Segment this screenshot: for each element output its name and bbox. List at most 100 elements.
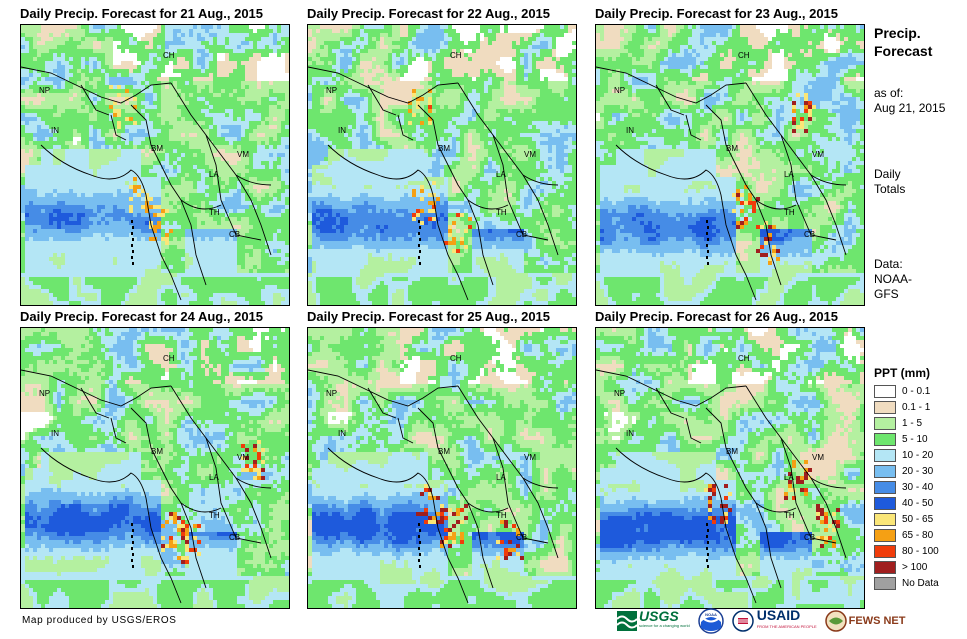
label-ch: CH (163, 354, 175, 363)
precip-map: CH NP IN BM LA VM TH CB (595, 327, 865, 609)
legend-swatch (874, 480, 896, 494)
panel-title: Daily Precip. Forecast for 23 Aug., 2015 (595, 6, 885, 21)
map-credit: Map produced by USGS/EROS (22, 615, 177, 626)
label-bm: BM (151, 144, 163, 153)
usgs-wave-icon (617, 611, 637, 631)
usgs-logo-text: USGS (639, 609, 690, 623)
fews-net-logo: FEWS NET (824, 610, 905, 632)
noaa-logo: NOAA (697, 608, 724, 634)
label-in: IN (51, 126, 59, 135)
label-bm: BM (726, 447, 738, 456)
as-of-label: as of: (874, 86, 945, 101)
precip-legend: PPT (mm) 0 - 0.1 0.1 - 1 1 - 5 5 - 10 10 - 2… (874, 366, 939, 591)
label-la: LA (209, 170, 219, 179)
label-in: IN (626, 126, 634, 135)
label-ch: CH (450, 51, 462, 60)
fews-globe-icon (824, 610, 847, 632)
totals-line2: Totals (874, 182, 905, 197)
noaa-logo-text: NOAA (705, 612, 717, 617)
label-la: LA (496, 170, 506, 179)
label-la: LA (784, 170, 794, 179)
label-vm: VM (812, 453, 824, 462)
legend-row: 1 - 5 (874, 415, 939, 431)
label-cb: CB (804, 533, 815, 542)
legend-row: 50 - 65 (874, 511, 939, 527)
legend-label: No Data (902, 578, 939, 589)
label-th: TH (209, 208, 220, 217)
label-np: NP (614, 389, 625, 398)
usaid-logo: USAID FROM THE AMERICAN PEOPLE (731, 608, 817, 633)
legend-row: 0.1 - 1 (874, 399, 939, 415)
label-la: LA (209, 473, 219, 482)
legend-label: 10 - 20 (902, 450, 933, 461)
legend-row: 10 - 20 (874, 447, 939, 463)
legend-title: PPT (mm) (874, 366, 939, 380)
label-vm: VM (524, 453, 536, 462)
label-ch: CH (738, 51, 750, 60)
precip-map-svg: CH NP IN BM LA VM TH CB (21, 25, 289, 305)
usgs-logo: USGS science for a changing world (617, 609, 690, 631)
as-of-date: Aug 21, 2015 (874, 101, 945, 116)
label-vm: VM (237, 453, 249, 462)
usgs-logo-tagline: science for a changing world (639, 621, 690, 631)
legend-label: 65 - 80 (902, 530, 933, 541)
label-ch: CH (163, 51, 175, 60)
label-bm: BM (151, 447, 163, 456)
label-np: NP (326, 86, 337, 95)
totals-block: Daily Totals (874, 167, 905, 197)
legend-swatch (874, 560, 896, 574)
label-ch: CH (738, 354, 750, 363)
legend-row: > 100 (874, 559, 939, 575)
legend-swatch (874, 464, 896, 478)
label-in: IN (51, 429, 59, 438)
precip-map-svg: CH NP IN BM LA VM TH CB (308, 328, 576, 608)
panel-title: Daily Precip. Forecast for 25 Aug., 2015 (307, 309, 597, 324)
panel-title: Daily Precip. Forecast for 24 Aug., 2015 (20, 309, 310, 324)
totals-line1: Daily (874, 167, 905, 182)
precip-map: CH NP IN BM LA VM TH CB (20, 327, 290, 609)
data-source-line2: NOAA- (874, 272, 912, 287)
legend-label: 0 - 0.1 (902, 386, 930, 397)
label-vm: VM (524, 150, 536, 159)
legend-row: 0 - 0.1 (874, 383, 939, 399)
legend-rows: 0 - 0.1 0.1 - 1 1 - 5 5 - 10 10 - 20 20 - 30 3… (874, 383, 939, 591)
label-bm: BM (438, 447, 450, 456)
legend-label: 0.1 - 1 (902, 402, 930, 413)
sidebar-title: Precip. Forecast (874, 24, 932, 60)
precip-map-svg: CH NP IN BM LA VM TH CB (308, 25, 576, 305)
label-cb: CB (229, 230, 240, 239)
legend-swatch (874, 512, 896, 526)
precip-map-svg: CH NP IN BM LA VM TH CB (21, 328, 289, 608)
label-cb: CB (804, 230, 815, 239)
panel-title: Daily Precip. Forecast for 22 Aug., 2015 (307, 6, 597, 21)
legend-swatch (874, 432, 896, 446)
usaid-logo-text: USAID (757, 608, 817, 622)
legend-swatch (874, 400, 896, 414)
label-np: NP (326, 389, 337, 398)
label-np: NP (39, 86, 50, 95)
label-in: IN (338, 429, 346, 438)
label-vm: VM (237, 150, 249, 159)
legend-row: 30 - 40 (874, 479, 939, 495)
legend-swatch (874, 496, 896, 510)
precip-map: CH NP IN BM LA VM TH CB (595, 24, 865, 306)
precip-map: CH NP IN BM LA VM TH CB (307, 24, 577, 306)
precip-map: CH NP IN BM LA VM TH CB (20, 24, 290, 306)
label-th: TH (496, 511, 507, 520)
data-source-block: Data: NOAA- GFS (874, 257, 912, 302)
legend-row: 80 - 100 (874, 543, 939, 559)
legend-row: 65 - 80 (874, 527, 939, 543)
precip-map-svg: CH NP IN BM LA VM TH CB (596, 328, 864, 608)
panel-title: Daily Precip. Forecast for 21 Aug., 2015 (20, 6, 310, 21)
label-la: LA (784, 473, 794, 482)
legend-swatch (874, 544, 896, 558)
label-vm: VM (812, 150, 824, 159)
label-la: LA (496, 473, 506, 482)
legend-label: 40 - 50 (902, 498, 933, 509)
panel-title: Daily Precip. Forecast for 26 Aug., 2015 (595, 309, 885, 324)
precip-map-svg: CH NP IN BM LA VM TH CB (596, 25, 864, 305)
legend-swatch (874, 416, 896, 430)
as-of-block: as of: Aug 21, 2015 (874, 86, 945, 116)
label-np: NP (39, 389, 50, 398)
legend-label: 50 - 65 (902, 514, 933, 525)
